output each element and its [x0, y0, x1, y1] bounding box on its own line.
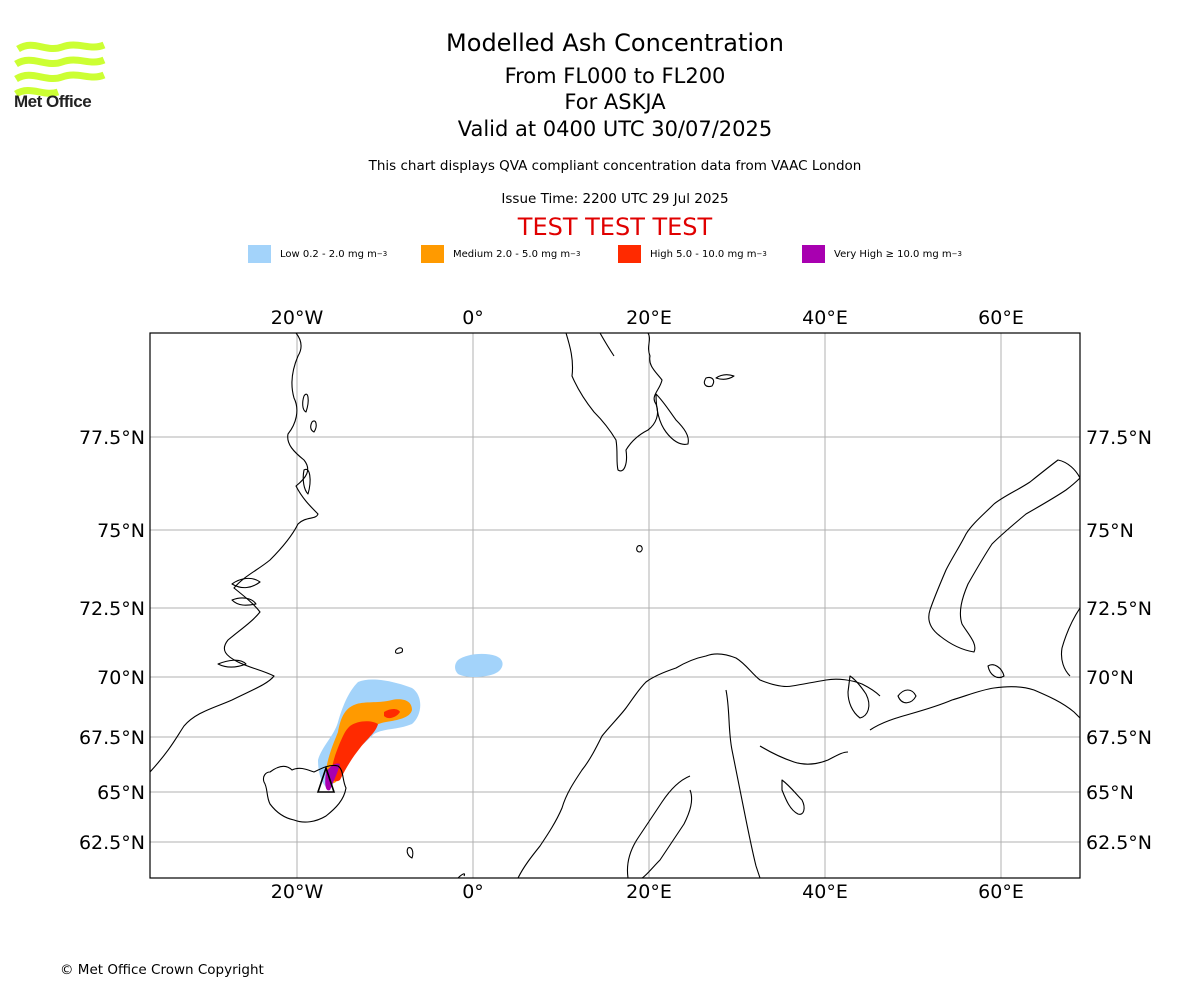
lat-tick-left: 75°N [97, 520, 145, 542]
lat-tick-right: 72.5°N [1086, 598, 1152, 620]
lat-tick-left: 70°N [97, 667, 145, 689]
test-banner: TEST TEST TEST [517, 213, 713, 241]
lon-tick-top: 20°E [626, 307, 672, 329]
lon-tick-bottom: 20°W [271, 881, 324, 903]
legend-unit-low: −3 [376, 250, 388, 258]
lat-tick-right: 65°N [1086, 782, 1134, 804]
lon-tick-top: 60°E [978, 307, 1024, 329]
lat-tick-right: 62.5°N [1086, 832, 1152, 854]
lon-tick-top: 20°W [271, 307, 324, 329]
legend-swatch-low [248, 245, 271, 263]
lat-tick-left: 62.5°N [79, 832, 145, 854]
lat-tick-right: 77.5°N [1086, 427, 1152, 449]
copyright-notice: © Met Office Crown Copyright [60, 962, 264, 978]
legend-item-low: Low 0.2 - 2.0 mg m −3 [248, 244, 387, 264]
volcano-name: For ASKJA [564, 90, 666, 114]
chart-title: Modelled Ash Concentration [446, 29, 784, 57]
legend-label-high: High 5.0 - 10.0 mg m [650, 248, 757, 260]
gridlines [150, 333, 1080, 878]
legend-unit-high: −3 [756, 250, 767, 258]
legend-label-low: Low 0.2 - 2.0 mg m [280, 248, 377, 260]
ash-medium-area [326, 699, 412, 784]
valid-time: Valid at 0400 UTC 30/07/2025 [457, 117, 773, 141]
lon-tick-bottom: 0° [462, 881, 484, 903]
lon-tick-top: 40°E [802, 307, 848, 329]
legend-swatch-very-high [802, 245, 825, 263]
legend-item-high: High 5.0 - 10.0 mg m −3 [618, 244, 767, 264]
legend-item-very-high: Very High ≥ 10.0 mg m −3 [802, 244, 962, 264]
chart-description: This chart displays QVA compliant concen… [368, 158, 862, 174]
issue-time: Issue Time: 2200 UTC 29 Jul 2025 [501, 191, 729, 207]
legend-unit-medium: −3 [570, 250, 581, 258]
met-office-wordmark: Met Office [14, 92, 92, 111]
map-frame [149, 332, 1081, 879]
lat-tick-right: 75°N [1086, 520, 1134, 542]
lat-tick-left: 65°N [97, 782, 145, 804]
lat-tick-right: 70°N [1086, 667, 1134, 689]
lat-tick-left: 77.5°N [79, 427, 145, 449]
ash-high-area [331, 709, 400, 782]
legend-label-medium: Medium 2.0 - 5.0 mg m [453, 248, 571, 260]
met-office-logo [14, 41, 106, 98]
legend-swatch-high [618, 245, 641, 263]
coastlines [150, 333, 1080, 878]
legend-label-very-high: Very High ≥ 10.0 mg m [834, 248, 952, 260]
lat-tick-right: 67.5°N [1086, 727, 1152, 749]
legend-unit-very-high: −3 [951, 250, 962, 258]
legend-swatch-medium [421, 245, 444, 263]
ash-very-high-area [325, 763, 340, 791]
lat-tick-left: 67.5°N [79, 727, 145, 749]
lon-tick-bottom: 20°E [626, 881, 672, 903]
legend-item-medium: Medium 2.0 - 5.0 mg m −3 [421, 244, 580, 264]
lon-tick-top: 0° [462, 307, 484, 329]
volcano-marker-icon [316, 765, 336, 793]
lat-tick-left: 72.5°N [79, 598, 145, 620]
lon-tick-bottom: 60°E [978, 881, 1024, 903]
lon-tick-bottom: 40°E [802, 881, 848, 903]
flight-level-range: From FL000 to FL200 [504, 64, 726, 88]
